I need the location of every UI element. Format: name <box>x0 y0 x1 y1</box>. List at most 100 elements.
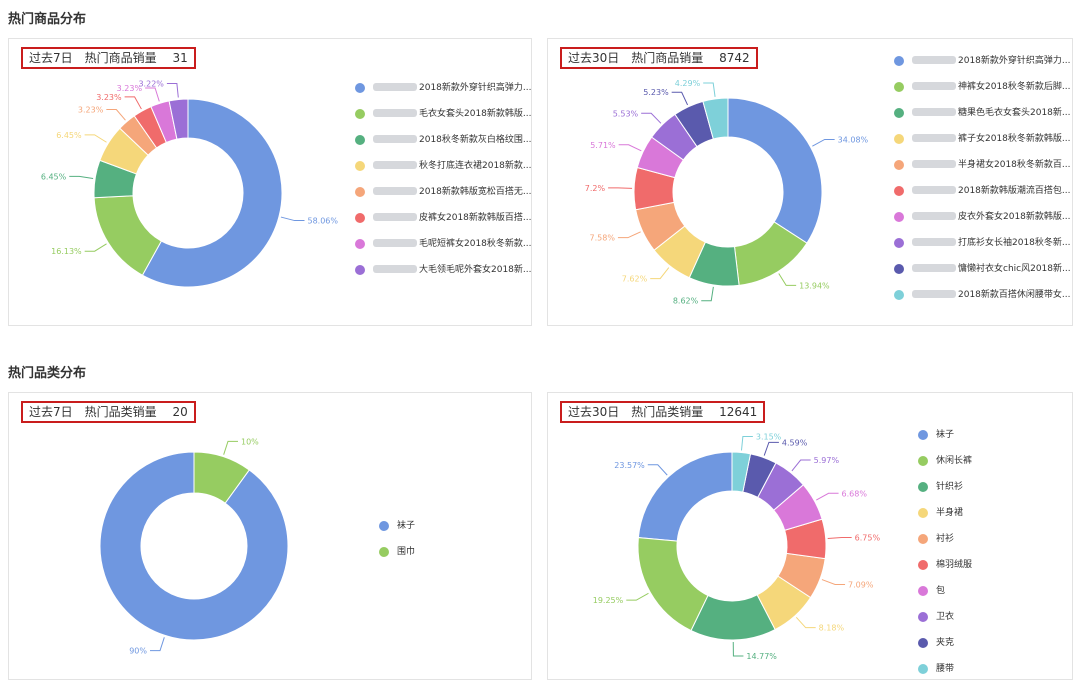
redacted-shop-name <box>912 56 956 64</box>
redacted-shop-name <box>912 264 956 272</box>
legend-label: 神裤女2018秋冬新款后脚... <box>958 82 1071 92</box>
data-label-9: 3.15% <box>756 433 782 442</box>
data-label-4: 7.09% <box>848 580 874 589</box>
label-line-2 <box>732 641 744 657</box>
total-value: 8742 <box>719 51 750 65</box>
legend-label: 2018秋冬新款灰白格纹围... <box>419 135 532 145</box>
legend-item[interactable]: 2018新款韩版潮流百搭包... <box>894 184 1071 210</box>
slice-7 <box>168 98 189 140</box>
redacted-shop-name <box>912 212 956 220</box>
data-label-0: 23.57% <box>614 461 645 470</box>
donut-chart: 58.06%16.13%6.45%6.45%3.23%3.23%3.23%3.2… <box>41 80 338 288</box>
legend-label: 裤子女2018秋冬新款韩版... <box>958 134 1071 144</box>
legend-label: 夹克 <box>936 638 955 648</box>
legend-item[interactable]: 腰带 <box>918 662 972 684</box>
legend-swatch <box>894 82 904 92</box>
label-line-5 <box>608 187 633 189</box>
legend-item[interactable]: 2018新款外穿针织高弹力... <box>894 54 1071 80</box>
label-line-6 <box>618 144 642 152</box>
legend-item[interactable]: 袜子 <box>918 428 972 454</box>
legend-item[interactable]: 半身裙 <box>918 506 972 532</box>
redacted-shop-name <box>373 187 417 195</box>
legend-item[interactable]: 棉羽绒服 <box>918 558 972 584</box>
data-label-4: 7.58% <box>590 234 616 243</box>
legend-label: 腰带 <box>936 664 955 674</box>
legend-item[interactable]: 包 <box>918 584 972 610</box>
legend-swatch <box>918 534 928 544</box>
label-line-9 <box>703 82 716 97</box>
legend-item[interactable]: 打底衫女长袖2018秋冬新... <box>894 236 1071 262</box>
donut-chart: 90% 10% <box>99 437 289 656</box>
redacted-shop-name <box>912 290 956 298</box>
legend-item[interactable]: 秋冬打底连衣裙2018新款... <box>355 159 532 185</box>
legend-item[interactable]: 皮裤女2018新款韩版百搭... <box>355 211 532 237</box>
period-label: 过去7日 <box>29 405 73 419</box>
legend-item[interactable]: 2018新款外穿针织高弹力... <box>355 81 532 107</box>
label-line-0 <box>150 637 165 652</box>
redacted-shop-name <box>912 82 956 90</box>
legend-label: 皮衣外套女2018新款韩版... <box>958 212 1071 222</box>
data-label-4: 3.23% <box>78 106 104 115</box>
data-label-2: 8.62% <box>673 297 699 306</box>
label-line-7 <box>166 83 179 98</box>
data-label-7: 5.97% <box>814 456 840 465</box>
legend-item[interactable]: 2018新款韩版宽松百搭无... <box>355 185 532 211</box>
legend-swatch <box>355 109 365 119</box>
legend: 2018新款外穿针织高弹力... 毛衣女套头2018新款韩版... 2018秋冬新款… <box>355 81 532 289</box>
legend-swatch <box>894 160 904 170</box>
data-label-1: 19.25% <box>593 596 624 605</box>
legend-swatch <box>918 612 928 622</box>
legend-swatch <box>918 482 928 492</box>
data-label-3: 7.62% <box>622 275 648 284</box>
legend-label: 打底衫女长袖2018秋冬新... <box>958 238 1071 248</box>
legend-swatch <box>379 547 389 557</box>
chart-card-categories-30d: 过去30日 热门品类销量 12641 23.57% 19.25% 14.77% 8.18… <box>547 392 1073 680</box>
legend: 袜子休闲长裤针织衫 半身裙 衬衫 棉羽绒服包卫衣夹克腰带 <box>918 428 972 684</box>
data-label-0: 34.08% <box>838 135 869 144</box>
legend-label: 毛衣女套头2018新款韩版... <box>419 109 532 119</box>
legend-item[interactable]: 半身裙女2018秋冬新款百... <box>894 158 1071 184</box>
legend-item[interactable]: 大毛领毛呢外套女2018新... <box>355 263 532 289</box>
legend-item[interactable]: 皮衣外套女2018新款韩版... <box>894 210 1071 236</box>
legend-item[interactable]: 2018新款百搭休闲腰带女... <box>894 288 1071 314</box>
legend-label: 休闲长裤 <box>936 456 973 466</box>
legend-item[interactable]: 卫衣 <box>918 610 972 636</box>
label-line-6 <box>145 87 160 102</box>
redacted-shop-name <box>912 108 956 116</box>
slice-1 <box>193 451 250 504</box>
legend-swatch <box>894 290 904 300</box>
data-label-2: 14.77% <box>746 652 777 661</box>
legend-item[interactable]: 衬衫 <box>918 532 972 558</box>
legend-swatch <box>355 135 365 145</box>
legend-swatch <box>894 186 904 196</box>
data-label-6: 5.71% <box>590 141 616 150</box>
legend-swatch <box>355 265 365 275</box>
legend-item[interactable]: 神裤女2018秋冬新款后脚... <box>894 80 1071 106</box>
legend-item[interactable]: 糖果色毛衣女套头2018新... <box>894 106 1071 132</box>
data-label-5: 7.2% <box>585 184 606 193</box>
label-line-3 <box>650 267 670 280</box>
legend-label: 袜子 <box>936 430 955 440</box>
slice-0 <box>637 451 733 542</box>
total-value: 20 <box>172 405 188 419</box>
legend-item[interactable]: 针织衫 <box>918 480 972 506</box>
legend: 袜子 围巾 <box>379 519 415 571</box>
legend-item[interactable]: 夹克 <box>918 636 972 662</box>
legend-item[interactable]: 裤子女2018秋冬新款韩版... <box>894 132 1071 158</box>
metric-label: 热门商品销量 <box>84 51 157 65</box>
legend-item[interactable]: 袜子 <box>379 519 415 545</box>
legend-swatch <box>894 108 904 118</box>
legend-label: 卫衣 <box>936 612 955 622</box>
legend-item[interactable]: 休闲长裤 <box>918 454 972 480</box>
legend-item[interactable]: 2018秋冬新款灰白格纹围... <box>355 133 532 159</box>
legend-item[interactable]: 围巾 <box>379 545 415 571</box>
legend-item[interactable]: 毛呢短裤女2018秋冬新款... <box>355 237 532 263</box>
data-label-8: 5.23% <box>643 88 669 97</box>
redacted-shop-name <box>373 239 417 247</box>
period-label: 过去30日 <box>568 405 620 419</box>
legend-swatch <box>918 560 928 570</box>
legend-item[interactable]: 毛衣女套头2018新款韩版... <box>355 107 532 133</box>
label-line-5 <box>827 536 852 540</box>
legend-item[interactable]: 慵懒衬衣女chic风2018新... <box>894 262 1071 288</box>
metric-label: 热门品类销量 <box>631 405 704 419</box>
